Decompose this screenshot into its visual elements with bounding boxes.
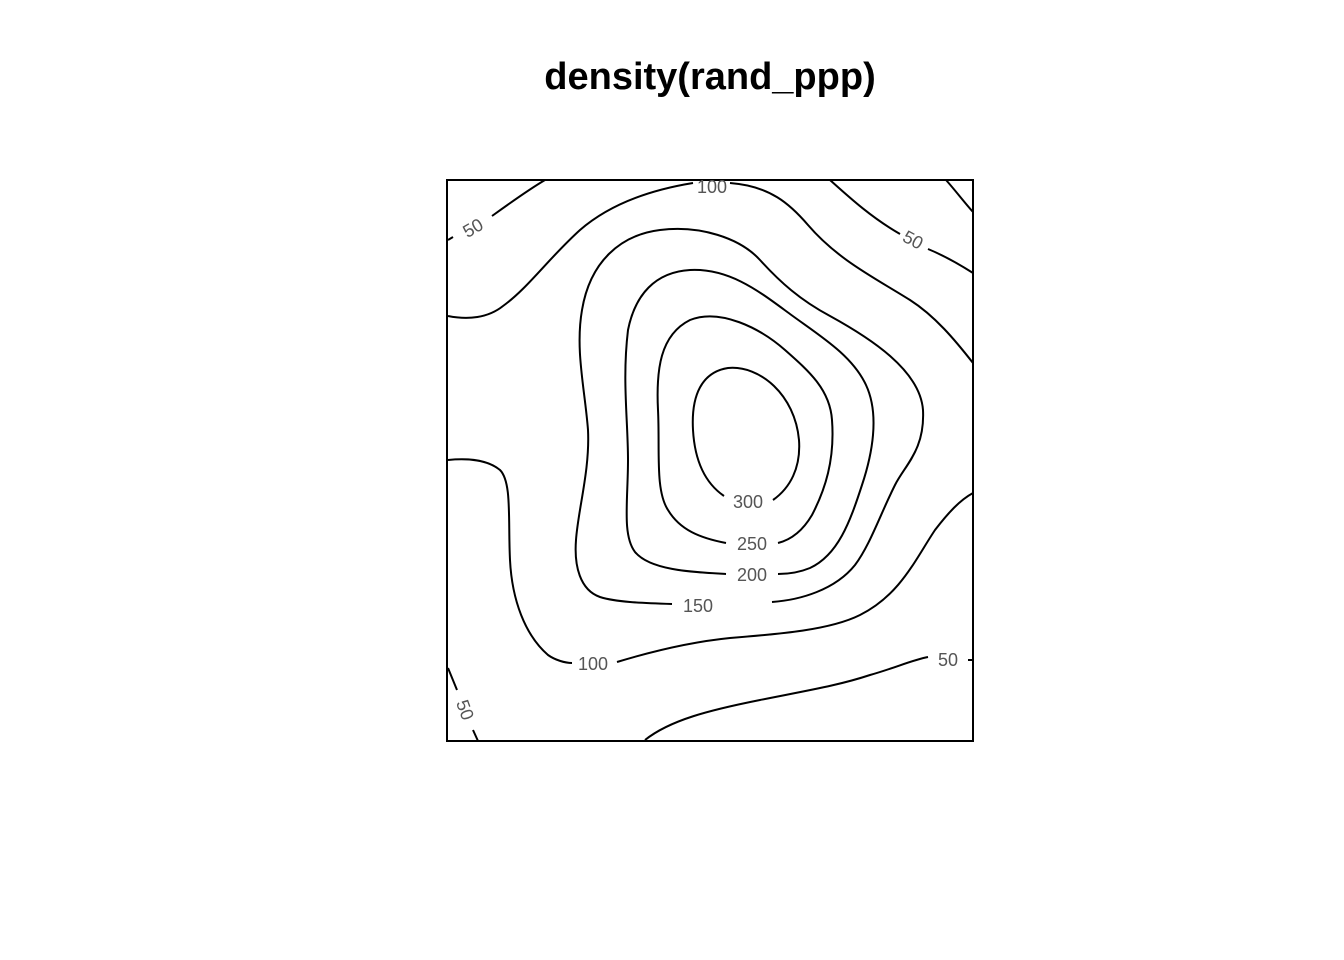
contour-line-100-top: [447, 182, 974, 364]
chart-title: density(rand_ppp): [544, 56, 876, 98]
contour-line-200: [624, 268, 875, 575]
contour-label: 250: [737, 534, 767, 554]
contour-line-50-top-right: [829, 179, 974, 274]
contour-label: 50: [938, 650, 958, 670]
contour-label: 50: [899, 226, 926, 253]
contour-label: 100: [578, 654, 608, 674]
contour-label: 300: [733, 492, 763, 512]
plot-frame: [446, 179, 974, 742]
contour-label: 200: [737, 565, 767, 585]
contour-line-100-bottom: [447, 458, 974, 664]
contour-line-50-bottom-right: [644, 656, 973, 741]
contour-line-250: [656, 315, 834, 544]
contour-line-300: [691, 366, 801, 501]
contour-line-50-bottom-left: [447, 667, 479, 742]
contour-label: 100: [697, 177, 727, 197]
contour-line-50-top-left: [447, 179, 546, 241]
contour-line-50-top-right-corner: [945, 179, 974, 213]
contour-label: 50: [452, 697, 478, 723]
contour-label: 150: [683, 596, 713, 616]
contour-label: 50: [459, 214, 486, 241]
